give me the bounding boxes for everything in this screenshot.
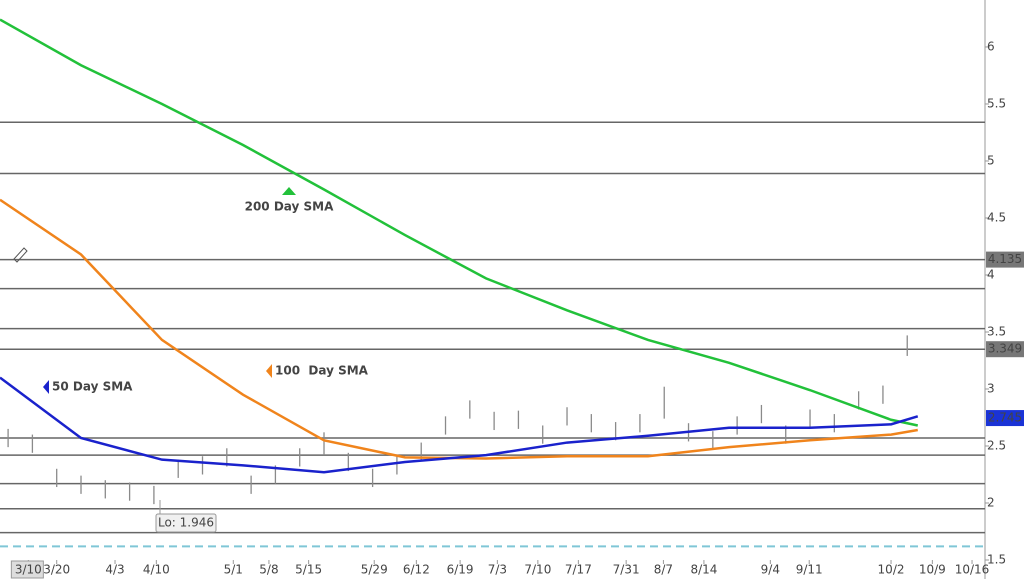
sma-line <box>0 198 918 460</box>
price-tag <box>986 341 1024 358</box>
legend-marker <box>43 380 49 394</box>
x-tick-label: 4/10 <box>143 563 170 577</box>
x-tick-box <box>10 560 44 579</box>
pencil-icon <box>13 247 28 263</box>
legend-label: 200 Day SMA <box>245 200 335 214</box>
y-tick-label: 2 <box>987 495 995 509</box>
x-tick-label: 7/10 <box>524 563 551 577</box>
x-tick-label: 7/31 <box>613 563 640 577</box>
y-tick-label: 2.5 <box>987 438 1006 452</box>
sma-line <box>0 376 919 474</box>
annotation-box <box>155 513 217 533</box>
x-tick-label: 6/19 <box>447 563 474 577</box>
price-tag <box>986 251 1024 268</box>
x-tick-label: 9/4 <box>761 563 780 577</box>
y-tick-label: 6 <box>987 39 995 53</box>
legend-marker <box>266 364 272 378</box>
price-tag-label: 4.135 <box>988 252 1022 266</box>
x-tick-label: 8/7 <box>654 563 673 577</box>
x-tick-label: 5/15 <box>295 563 322 577</box>
y-tick-label: 5.5 <box>987 96 1006 110</box>
x-tick-label: 7/3 <box>488 563 507 577</box>
y-tick-label: 3.5 <box>987 324 1006 338</box>
y-tick-label: 4.5 <box>987 210 1006 224</box>
y-tick-label: 3 <box>987 381 995 395</box>
sma-line <box>0 18 919 427</box>
x-tick-label: 10/16 <box>955 563 990 577</box>
x-tick-label: 5/29 <box>361 563 388 577</box>
y-tick-label: 1.5 <box>987 553 1006 567</box>
x-tick-label: 10/9 <box>919 563 946 577</box>
annotation: Lo: 1.946 <box>158 516 214 530</box>
legend-label: 100 Day SMA <box>275 364 369 378</box>
x-tick-label: 8/14 <box>690 563 717 577</box>
x-tick-label: 3/20 <box>43 563 70 577</box>
x-tick-label: 9/11 <box>796 563 823 577</box>
x-tick-label: 4/3 <box>105 563 124 577</box>
y-tick-label: 5 <box>987 153 995 167</box>
legend-marker <box>282 187 296 195</box>
x-tick-label: 6/12 <box>403 563 430 577</box>
x-tick-label: 5/8 <box>259 563 278 577</box>
price-tag-label: 3.349 <box>988 342 1022 356</box>
x-tick-label: 10/2 <box>878 563 905 577</box>
plot: 1.5 2 2.5 3 3.5 4 4.5 5 5.5 6 3/10 3/20 4/3 4/10 5/1 5/… <box>0 18 1024 579</box>
price-tag <box>986 410 1024 427</box>
y-tick-label: 4 <box>987 267 995 281</box>
legend-label: 50 Day SMA <box>52 380 133 394</box>
price-tag-label: 2.745 <box>988 411 1022 425</box>
x-tick-label: 7/17 <box>565 563 592 577</box>
x-tick-label: 3/10 <box>15 563 42 577</box>
x-tick-label: 5/1 <box>224 563 243 577</box>
